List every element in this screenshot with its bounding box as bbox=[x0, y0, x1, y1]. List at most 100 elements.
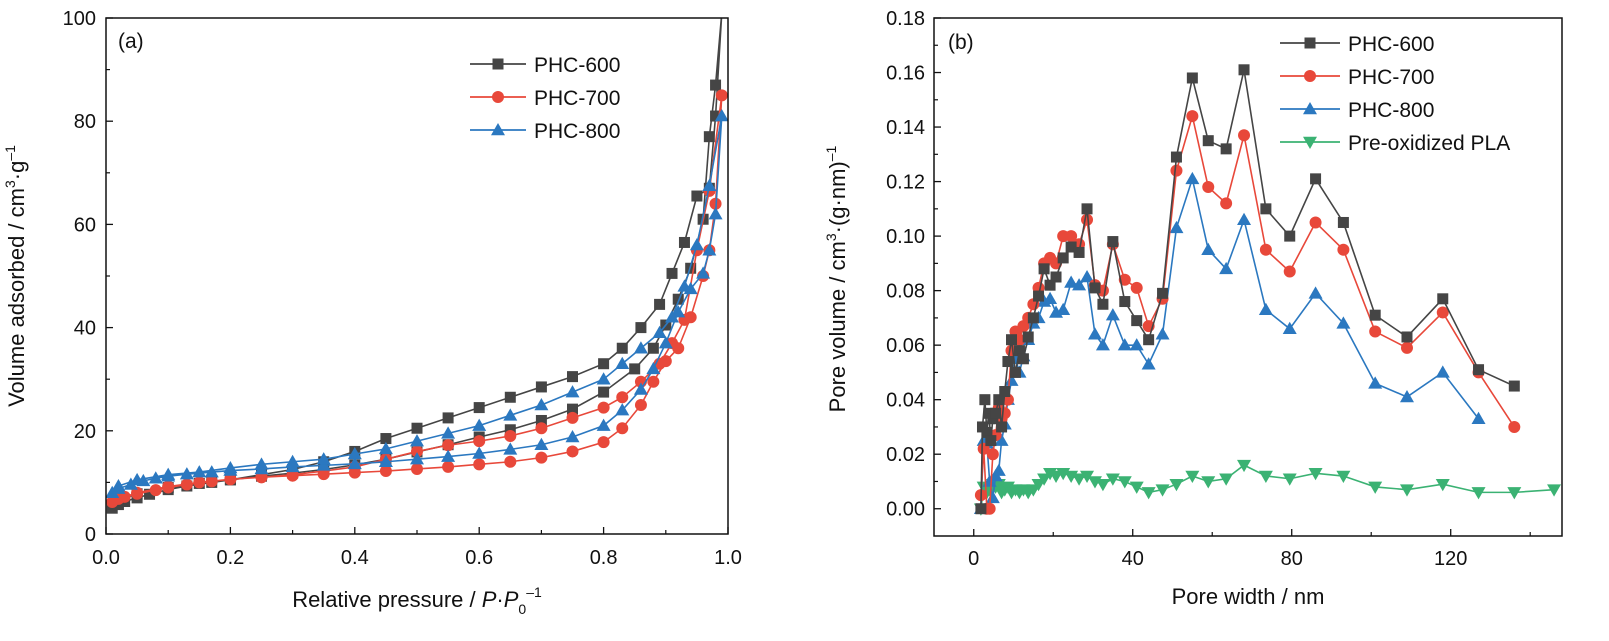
data-point bbox=[696, 266, 711, 279]
data-point bbox=[652, 325, 667, 339]
data-point bbox=[1471, 487, 1486, 500]
y-tick-label: 80 bbox=[74, 111, 96, 133]
data-point bbox=[716, 18, 728, 19]
x-tick-label: 120 bbox=[1434, 548, 1467, 570]
data-point bbox=[710, 110, 722, 122]
data-point bbox=[1143, 334, 1155, 346]
data-point bbox=[1368, 376, 1383, 389]
x-axis-title-sup: –1 bbox=[526, 584, 542, 600]
data-point bbox=[567, 403, 578, 415]
legend-marker bbox=[1304, 37, 1316, 49]
y-tick-label: 0.06 bbox=[886, 335, 925, 357]
data-point bbox=[994, 433, 1009, 446]
data-point bbox=[598, 358, 610, 370]
data-point bbox=[1105, 473, 1120, 486]
data-point bbox=[1185, 470, 1200, 484]
data-point bbox=[616, 422, 629, 435]
y-axis-title-mid: ·(g·nm) bbox=[825, 161, 850, 233]
data-point bbox=[411, 422, 423, 434]
data-point bbox=[671, 305, 686, 318]
data-point bbox=[1436, 306, 1449, 319]
x-tick-label: 40 bbox=[1122, 548, 1144, 570]
x-tick-label: 0.2 bbox=[216, 547, 244, 569]
data-point bbox=[1117, 476, 1132, 489]
data-point bbox=[535, 381, 547, 393]
data-point bbox=[1065, 230, 1078, 243]
data-point bbox=[161, 467, 176, 480]
data-point bbox=[1282, 473, 1297, 486]
data-point bbox=[411, 462, 423, 475]
data-point bbox=[1131, 315, 1143, 327]
data-point bbox=[1282, 321, 1297, 335]
data-point bbox=[1105, 308, 1120, 321]
data-point bbox=[1258, 470, 1273, 484]
data-point bbox=[665, 310, 680, 323]
data-point bbox=[347, 447, 362, 460]
data-point bbox=[1022, 331, 1034, 343]
data-point bbox=[379, 465, 392, 478]
data-point bbox=[975, 503, 987, 515]
data-point bbox=[534, 398, 549, 411]
legend-marker bbox=[1303, 136, 1317, 149]
data-point bbox=[1056, 302, 1071, 315]
data-point bbox=[149, 484, 162, 497]
y-tick-label: 0.08 bbox=[886, 281, 925, 303]
data-point bbox=[566, 411, 579, 424]
data-point bbox=[677, 279, 692, 292]
data-point bbox=[1336, 470, 1351, 484]
data-point bbox=[702, 243, 717, 256]
data-point bbox=[1237, 459, 1252, 473]
data-point bbox=[1009, 366, 1021, 378]
data-point bbox=[1130, 281, 1143, 294]
data-point bbox=[1027, 312, 1039, 324]
y-tick-label: 0.12 bbox=[886, 172, 925, 194]
data-point bbox=[1089, 282, 1101, 294]
data-point bbox=[504, 429, 517, 442]
data-point bbox=[1471, 411, 1486, 425]
data-point bbox=[1170, 151, 1182, 163]
data-point bbox=[378, 454, 393, 468]
data-point bbox=[666, 267, 678, 279]
data-point bbox=[1037, 473, 1052, 486]
data-point bbox=[535, 414, 547, 426]
data-point bbox=[179, 467, 194, 480]
data-point bbox=[1202, 181, 1215, 194]
data-point bbox=[1169, 478, 1184, 492]
legend-label: PHC-600 bbox=[534, 54, 620, 77]
data-point bbox=[1119, 296, 1131, 308]
x-axis-title-var: P bbox=[482, 587, 497, 612]
x-tick-label: 0.0 bbox=[92, 547, 120, 569]
data-point bbox=[633, 382, 648, 395]
x-axis-title: Relative pressure / P·P0–1 bbox=[292, 584, 542, 617]
data-point bbox=[615, 356, 630, 369]
data-point bbox=[411, 445, 423, 458]
data-point bbox=[714, 109, 728, 122]
data-point bbox=[993, 394, 1005, 406]
data-point bbox=[1202, 135, 1214, 147]
data-point bbox=[192, 465, 207, 478]
data-point bbox=[1220, 143, 1232, 155]
data-point bbox=[503, 408, 518, 421]
data-point bbox=[985, 435, 997, 447]
data-point bbox=[504, 424, 516, 436]
series-phc-800 bbox=[106, 109, 728, 498]
data-point bbox=[442, 439, 455, 452]
data-point bbox=[1237, 212, 1252, 225]
data-point bbox=[1004, 373, 1019, 386]
data-point bbox=[1170, 164, 1183, 177]
data-point bbox=[193, 476, 206, 489]
data-point bbox=[504, 391, 516, 403]
data-point bbox=[672, 293, 684, 305]
data-point bbox=[1219, 473, 1234, 486]
data-point bbox=[205, 475, 218, 488]
data-point bbox=[1117, 338, 1132, 351]
panel-label: (a) bbox=[118, 30, 144, 53]
y-tick-label: 60 bbox=[74, 214, 96, 236]
data-point bbox=[1283, 265, 1296, 278]
y-axis-title-sup2: –1 bbox=[823, 145, 839, 161]
data-point bbox=[678, 236, 690, 248]
data-point bbox=[1155, 484, 1170, 497]
data-point bbox=[130, 472, 145, 486]
y-axis-title: Volume adsorbed / cm3·g–1 bbox=[2, 145, 29, 407]
